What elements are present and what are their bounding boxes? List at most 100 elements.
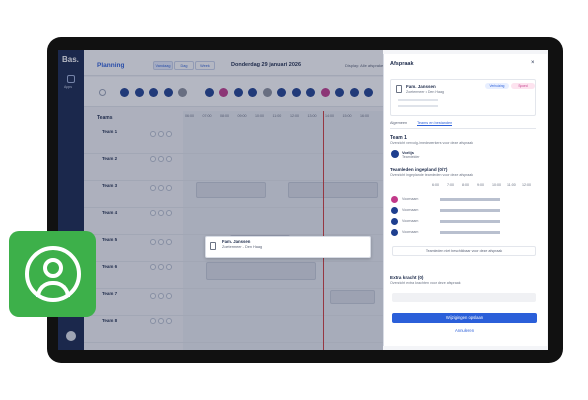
staff-avatar	[149, 88, 158, 97]
team-member-icon	[158, 293, 164, 299]
leader-avatar	[391, 150, 399, 158]
time-label: 06:00	[185, 114, 194, 118]
nav-label: Apps	[64, 85, 72, 89]
time-label: 14:00	[325, 114, 334, 118]
panel-tab[interactable]: Algemeen	[390, 121, 408, 125]
hour-label: 9:00	[477, 183, 484, 187]
member-bar	[440, 220, 500, 223]
team-member-icon	[158, 210, 164, 216]
close-button[interactable]: ×	[531, 60, 535, 66]
leader-name: Vorlijs	[402, 150, 414, 155]
staff-avatar	[291, 88, 301, 97]
team-name: Team 3	[102, 183, 118, 188]
current-time-line	[323, 111, 324, 350]
time-label: 15:00	[342, 114, 352, 118]
teams-label: Teams	[97, 115, 113, 121]
panel-title: Afspraak	[390, 61, 414, 67]
team-member-icon	[166, 264, 172, 270]
team-name: Team 4	[102, 210, 118, 215]
team-member-icon	[150, 293, 156, 299]
member-bar	[440, 209, 500, 212]
card-name: Fam. Janssen	[222, 239, 251, 244]
icon-head	[43, 258, 63, 278]
save-button[interactable]: Wijzigingen opslaan	[392, 313, 537, 323]
time-label: 12:00	[290, 114, 299, 118]
team-member-icon	[150, 185, 156, 191]
view-tab[interactable]: Dag	[174, 61, 194, 70]
staff-avatar	[120, 88, 129, 97]
member-avatar	[391, 229, 398, 236]
team-member-icon	[158, 239, 164, 245]
extra-field	[392, 293, 536, 302]
panel-card	[390, 79, 536, 116]
members-sub: Overzicht ingeplande teamleden voor deze…	[390, 173, 474, 177]
hour-label: 8:00	[462, 183, 469, 187]
team-member-icon	[158, 318, 164, 324]
nav-icon[interactable]	[67, 75, 75, 83]
view-tab[interactable]: Vandaag	[153, 61, 173, 70]
hour-label: 11:00	[507, 183, 516, 187]
staff-avatar	[248, 88, 257, 97]
leader-role: Teamleider	[402, 155, 420, 159]
cancel-button[interactable]: Annuleren	[454, 328, 475, 333]
date-label: Donderdag 29 januari 2026	[231, 62, 301, 68]
staff-avatar	[277, 88, 286, 97]
staff-avatar	[134, 88, 144, 97]
staff-avatar	[204, 88, 214, 97]
time-label: 11:00	[272, 114, 282, 118]
unavailable-button[interactable]: Teamleden niet beschikbaar voor deze afs…	[392, 246, 536, 256]
tab-divider	[390, 128, 536, 129]
team-name: Team 8	[102, 318, 118, 323]
team-member-icon	[150, 131, 156, 137]
icon-body	[36, 281, 70, 297]
member-name: Voornaam	[402, 208, 419, 212]
team-name: Team 6	[102, 264, 118, 269]
panel-tab[interactable]: Teams en bestanden	[417, 121, 453, 126]
detail-line	[398, 99, 438, 101]
time-label: 10:00	[255, 114, 264, 118]
staff-avatar	[349, 88, 359, 97]
time-label: 13:00	[307, 114, 317, 118]
team-member-icon	[166, 210, 172, 216]
user-avatar[interactable]	[66, 331, 76, 341]
team-row-line	[84, 153, 383, 154]
team-name: Team 7	[102, 291, 118, 296]
team-member-icon	[158, 264, 164, 270]
team-row-line	[84, 207, 383, 208]
member-name: Voornaam	[402, 230, 419, 234]
team-sub: Overzicht vervolg-/medewerkers voor deze…	[390, 141, 474, 145]
extra-sub: Overzicht extra krachten voor deze afspr…	[390, 281, 461, 285]
staff-avatar	[262, 88, 272, 97]
team-member-icon	[166, 318, 172, 324]
timeline	[183, 111, 383, 350]
display-filter[interactable]: Display: Alle afspraken	[345, 63, 386, 68]
team-name: Team 1	[102, 129, 118, 134]
team-member-icon	[166, 156, 172, 162]
team-member-icon	[166, 293, 172, 299]
staff-avatar	[306, 88, 315, 97]
appointment-block	[196, 182, 266, 198]
team-member-icon	[166, 131, 172, 137]
team-member-icon	[158, 131, 164, 137]
time-label: 08:00	[220, 114, 229, 118]
staff-avatar	[364, 88, 373, 97]
team-member-icon	[158, 185, 164, 191]
dim-overlay	[58, 50, 383, 350]
team-row-line	[84, 288, 383, 289]
staff-avatar	[219, 88, 228, 97]
view-tab[interactable]: Week	[195, 61, 215, 70]
extra-title: Extra kracht (0)	[390, 275, 424, 280]
appointment-block	[288, 182, 378, 198]
member-bar	[440, 231, 500, 234]
team-member-icon	[150, 239, 156, 245]
members-title: Teamleden ingepland (0/7)	[390, 167, 448, 172]
time-label: 07:00	[202, 114, 212, 118]
member-avatar	[391, 218, 398, 225]
time-label: 16:00	[360, 114, 369, 118]
team-title: Team 1	[390, 135, 407, 141]
appointment-card[interactable]	[205, 236, 371, 258]
team-member-icon	[158, 156, 164, 162]
team-row-line	[84, 234, 383, 235]
hour-label: 6:00	[432, 183, 439, 187]
